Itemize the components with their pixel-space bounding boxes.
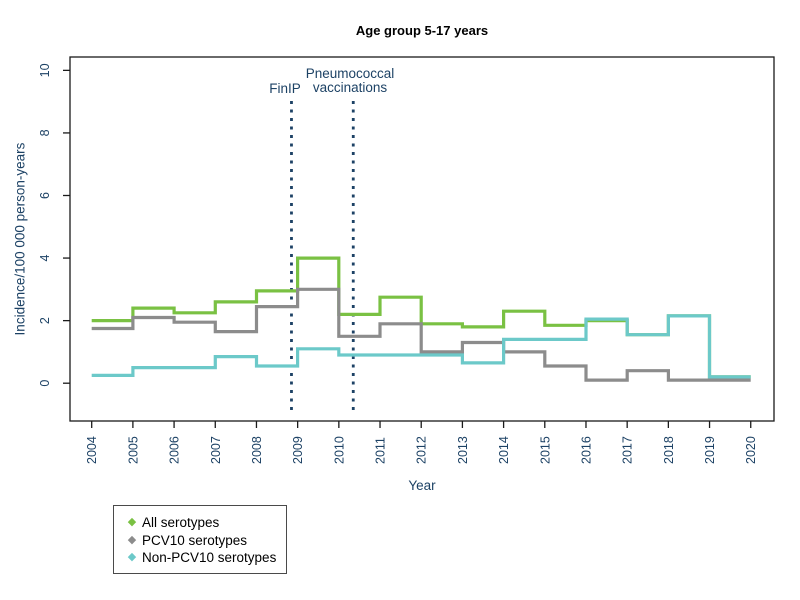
x-tick-label: 2020 <box>744 436 758 464</box>
y-tick-label: 0 <box>38 380 52 387</box>
x-tick-label: 2013 <box>456 436 470 464</box>
y-tick-label: 2 <box>38 317 52 324</box>
x-tick-label: 2017 <box>621 436 635 464</box>
y-tick-label: 10 <box>38 63 52 77</box>
legend-item-pcv10-serotypes: ◆ PCV10 serotypes <box>114 532 286 550</box>
x-tick-label: 2011 <box>374 437 388 464</box>
legend-label: Non-PCV10 serotypes <box>142 550 277 566</box>
x-tick-label: 2006 <box>168 436 182 464</box>
series-marker-icon: ◆ <box>127 551 137 564</box>
series-line-non-pcv10-serotypes <box>91 314 751 379</box>
legend-label: All serotypes <box>142 515 220 531</box>
x-tick-label: 2019 <box>703 436 717 464</box>
annotation-vaccinations-line1: Pneumococcal <box>305 66 395 81</box>
x-tick-label: 2015 <box>538 436 552 464</box>
x-axis-title: Year <box>408 478 436 493</box>
x-tick-label: 2010 <box>332 436 346 464</box>
y-tick-label: 4 <box>38 255 52 262</box>
series-line-all-serotypes <box>91 256 751 379</box>
annotation-vaccinations: Pneumococcal vaccinations <box>288 67 412 95</box>
series-marker-icon: ◆ <box>127 516 137 529</box>
x-tick-label: 2014 <box>497 436 511 464</box>
y-tick-label: 6 <box>38 192 52 199</box>
y-tick-label: 8 <box>38 129 52 136</box>
chart-title: Age group 5-17 years <box>355 23 489 38</box>
x-tick-label: 2009 <box>291 436 305 464</box>
x-tick-label: 2007 <box>209 436 223 464</box>
annotation-finip: FinIP <box>269 81 301 96</box>
x-tick-label: 2005 <box>126 436 140 464</box>
series-line-pcv10-serotypes <box>91 287 751 382</box>
legend-label: PCV10 serotypes <box>142 532 248 548</box>
x-tick-label: 2004 <box>85 436 99 464</box>
legend-item-all-serotypes: ◆ All serotypes <box>114 514 286 532</box>
x-tick-label: 2008 <box>250 436 264 464</box>
x-tick-label: 2012 <box>415 436 429 464</box>
x-tick-label: 2016 <box>580 436 594 464</box>
plot-box <box>69 56 775 422</box>
legend-box: ◆ All serotypes ◆ PCV10 serotypes ◆ Non-PCV10… <box>113 505 287 574</box>
series-marker-icon: ◆ <box>127 533 137 546</box>
x-tick-label: 2018 <box>662 436 676 464</box>
annotation-vaccinations-line2: vaccinations <box>312 80 388 95</box>
y-axis-title: Incidence/100 000 person-years <box>12 142 28 336</box>
legend-item-non-pcv10-serotypes: ◆ Non-PCV10 serotypes <box>114 549 286 567</box>
